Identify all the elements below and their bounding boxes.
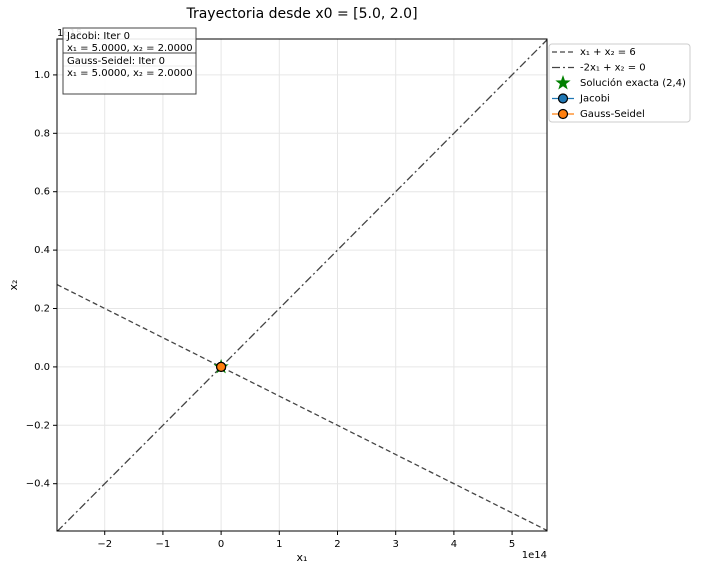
annotation-text: x₁ = 5.0000, x₂ = 2.0000 xyxy=(67,68,193,79)
y-tick-label: 0.6 xyxy=(34,187,50,198)
chart-title: Trayectoria desde x0 = [5.0, 2.0] xyxy=(185,6,417,22)
legend-marker xyxy=(557,108,569,120)
legend-label: -2x₁ + x₂ = 0 xyxy=(580,63,646,74)
y-tick-label: 0.2 xyxy=(34,304,50,315)
y-tick-label: 0.8 xyxy=(34,128,50,139)
y-tick-label: −0.2 xyxy=(26,420,50,431)
annotation-text: x₁ = 5.0000, x₂ = 2.0000 xyxy=(67,43,193,54)
legend-label: Gauss-Seidel xyxy=(580,109,645,120)
y-tick-label: −0.4 xyxy=(26,479,50,490)
annotation-text: Gauss-Seidel: Iter 0 xyxy=(67,56,165,67)
data-point xyxy=(216,361,227,373)
y-tick-label: 0.0 xyxy=(34,362,50,373)
y-axis-label: x₂ xyxy=(7,280,20,291)
x-tick-label: 2 xyxy=(334,539,340,550)
x-tick-label: 4 xyxy=(451,539,457,550)
x-tick-label: 0 xyxy=(218,539,224,550)
legend-marker xyxy=(557,93,569,104)
legend-box xyxy=(548,43,691,123)
x-tick-label: 1 xyxy=(276,539,282,550)
legend-label: Solución exacta (2,4) xyxy=(580,77,686,89)
legend-label: Jacobi xyxy=(579,94,610,105)
series-line xyxy=(57,283,547,531)
x-offset-label: 1e14 xyxy=(522,550,547,561)
series-line xyxy=(57,39,547,531)
y-tick-label: 1.0 xyxy=(34,70,50,81)
x-axis-label: x₁ xyxy=(297,551,308,564)
x-tick-label: 5 xyxy=(509,539,515,550)
annotation-box xyxy=(62,52,197,95)
legend-label: x₁ + x₂ = 6 xyxy=(580,47,636,58)
x-tick-label: 3 xyxy=(393,539,399,550)
x-tick-label: −2 xyxy=(97,539,112,550)
y-tick-label: 0.4 xyxy=(34,245,50,256)
legend-marker xyxy=(555,75,571,90)
annotation-text: Jacobi: Iter 0 xyxy=(66,31,130,42)
plot-frame xyxy=(56,38,548,532)
x-tick-label: −1 xyxy=(156,539,171,550)
